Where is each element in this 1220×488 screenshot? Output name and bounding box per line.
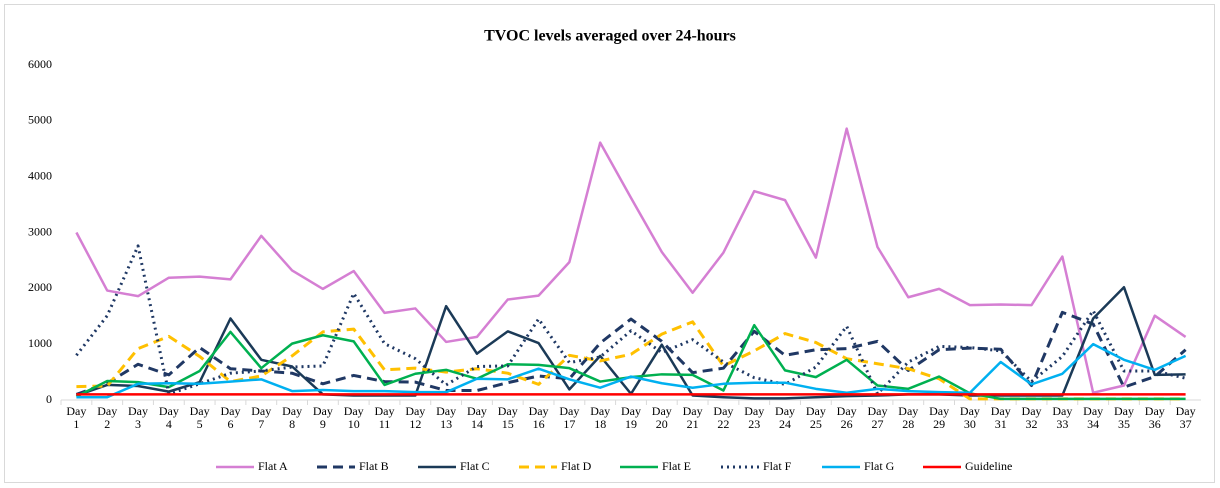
x-tick-label: Day 21 [682,404,703,431]
data-line [76,342,1187,399]
x-tick-label: Day 27 [867,404,888,431]
x-tick-label: Day 9 [312,404,333,431]
legend-label: Flat A [258,459,288,473]
legend-label: Flat E [662,459,691,473]
x-tick-label: Day 12 [405,404,426,431]
x-tick-label: Day 24 [775,404,796,431]
x-tick-label: Day 31 [990,404,1011,431]
x-tick-label: Day 5 [189,404,210,431]
x-tick-label: Day 1 [66,404,87,431]
x-tick-label: Day 16 [528,404,549,431]
chart-border [4,4,1215,483]
x-tick-label: Day 10 [343,404,364,431]
x-tick-label: Day 11 [374,404,395,431]
legend-label: Flat C [460,459,490,473]
x-tick-label: Day 20 [651,404,672,431]
x-tick-label: Day 4 [158,404,179,431]
y-tick-label: 6000 [28,57,52,71]
y-tick-label: 3000 [28,224,52,238]
x-tick-label: Day 30 [959,404,980,431]
x-tick-label: Day 22 [713,404,734,431]
x-tick-label: Day 36 [1144,404,1165,431]
x-tick-label: Day 2 [97,404,118,431]
x-tick-label: Day 19 [621,404,641,431]
y-tick-label: 4000 [28,168,52,182]
x-tick-label: Day 18 [590,404,611,431]
x-tick-label: Day 32 [1021,404,1042,431]
chart-title: TVOC levels averaged over 24-hours [484,28,736,45]
y-tick-label: 2000 [28,280,52,294]
x-tick-label: Day 26 [836,404,857,431]
x-tick-label: Day 7 [251,404,272,431]
legend-label: Flat B [359,459,389,473]
x-tick-label: Day 8 [282,404,303,431]
x-tick-label: Day 37 [1175,404,1196,431]
y-tick-label: 0 [46,392,52,406]
x-tick-label: Day 33 [1052,404,1073,431]
x-tick-label: Day 15 [497,404,518,431]
x-tick-label: Day 29 [929,404,950,431]
y-tick-label: 5000 [28,113,52,127]
x-tick-label: Day 6 [220,404,241,431]
legend-label: Flat D [561,459,592,473]
x-tick-label: Day 14 [466,404,487,431]
x-tick-label: Day 25 [805,404,826,431]
legend-label: Guideline [965,459,1012,473]
data-line [75,244,1186,396]
y-tick-label: 1000 [28,336,52,350]
x-tick-label: Day 34 [1083,404,1104,431]
x-tick-label: Day 35 [1113,404,1134,431]
legend-label: Flat G [864,459,895,473]
legend-label: Flat F [763,459,792,473]
data-line [75,127,1187,394]
x-tick-label: Day 28 [898,404,919,431]
x-tick-label: Day 23 [744,404,765,431]
x-tick-label: Day 3 [128,404,149,431]
x-tick-label: Day 17 [559,404,580,431]
x-tick-label: Day 13 [436,404,457,431]
